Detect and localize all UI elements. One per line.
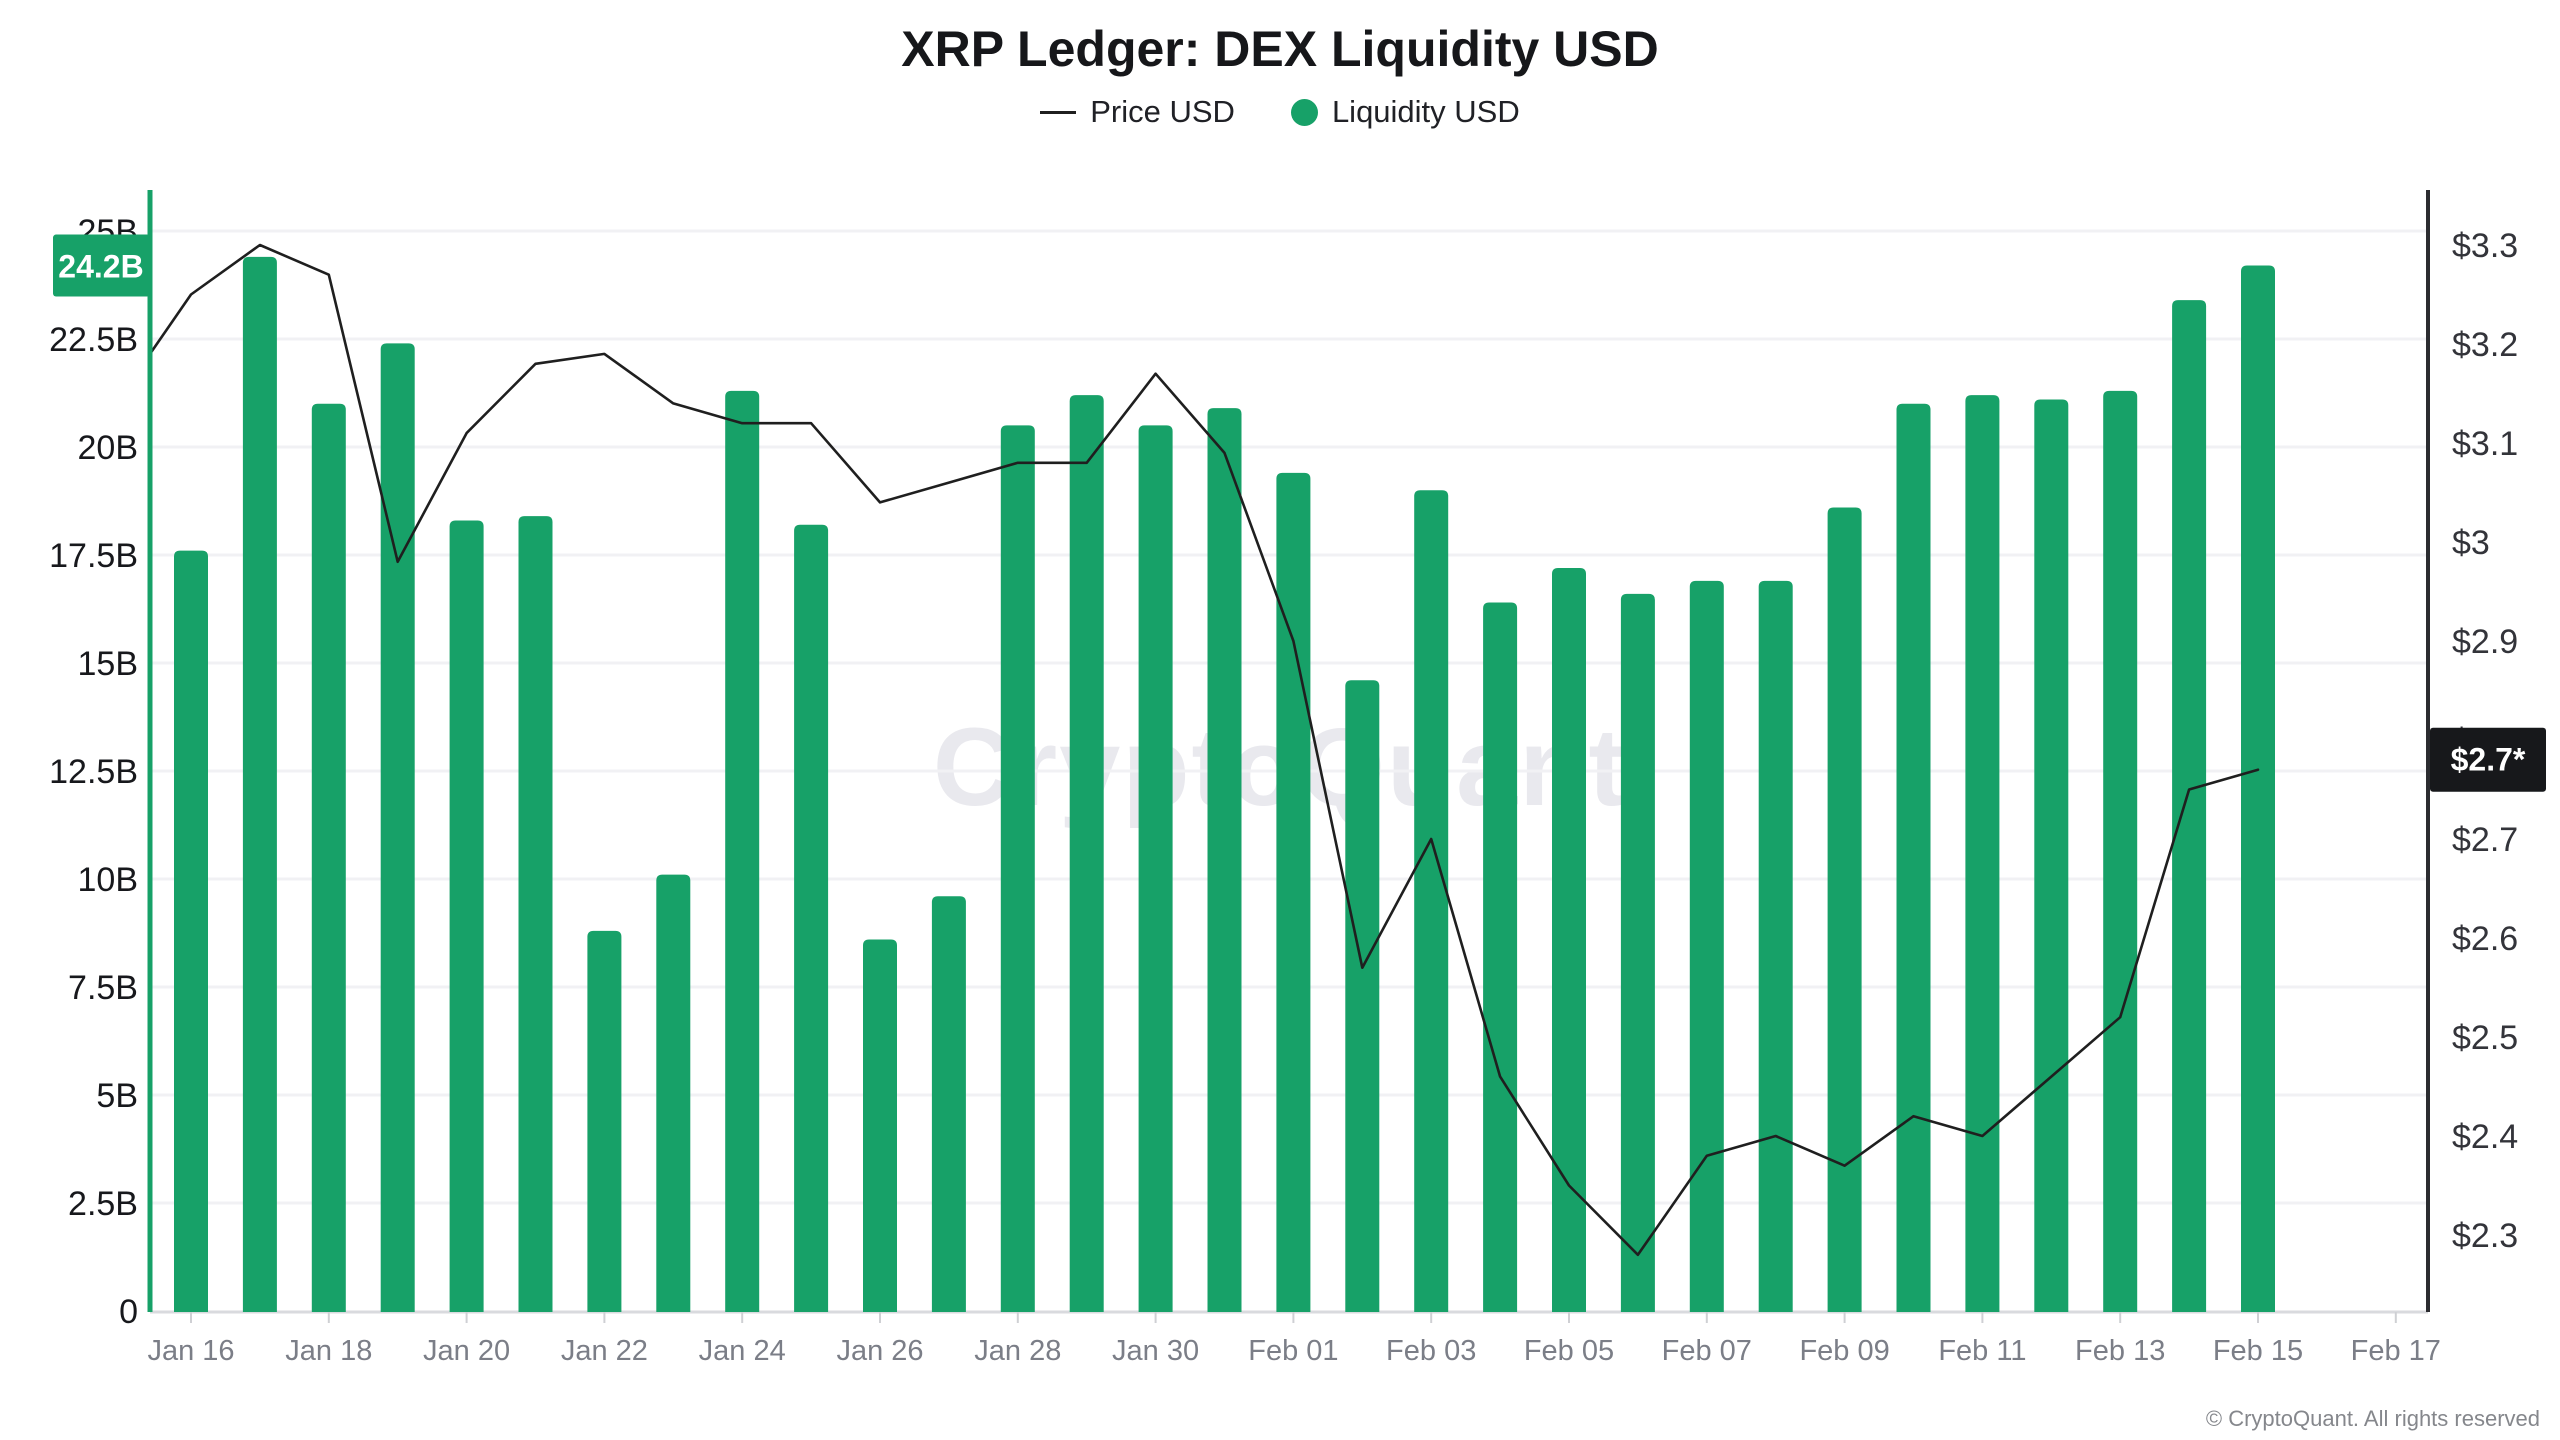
x-axis-label: Feb 11 <box>1938 1335 2026 1367</box>
price-badge-label: $2.7* <box>2451 742 2526 778</box>
bar[interactable] <box>1345 680 1380 1312</box>
liquidity-badge-label: 24.2B <box>58 249 143 285</box>
legend-label-liquidity: Liquidity USD <box>1331 94 1520 129</box>
left-axis-label: 17.5B <box>49 537 138 575</box>
left-axis-label: 22.5B <box>49 321 138 359</box>
legend-item-price[interactable]: Price USD <box>1040 94 1235 130</box>
bar[interactable] <box>1069 395 1104 1312</box>
bar[interactable] <box>2172 300 2207 1312</box>
bar[interactable] <box>794 524 829 1312</box>
liquidity-value-badge <box>53 234 150 297</box>
bar[interactable] <box>518 516 553 1312</box>
x-axis-label: Feb 13 <box>2075 1335 2165 1367</box>
left-axis-label: 7.5B <box>68 969 138 1007</box>
x-axis-label: Jan 30 <box>1112 1335 1199 1367</box>
x-axis-label: Jan 26 <box>836 1335 923 1367</box>
liquidity-bars <box>174 256 2275 1313</box>
right-axis-label: $2.9 <box>2452 623 2518 661</box>
bar[interactable] <box>863 939 897 1312</box>
x-axis-label: Jan 20 <box>423 1335 510 1367</box>
x-axis-label: Jan 28 <box>974 1335 1061 1367</box>
right-axis-label: $3.2 <box>2452 326 2518 364</box>
legend-label-price: Price USD <box>1090 94 1235 129</box>
left-axis-label: 5B <box>96 1077 138 1115</box>
left-axis-label: 12.5B <box>49 753 138 791</box>
right-axis-labels: $2.3$2.4$2.5$2.6$2.7$2.8$2.9$3$3.1$3.2$3… <box>2452 227 2518 1255</box>
bar[interactable] <box>1552 567 1586 1312</box>
right-axis-label: $3 <box>2452 524 2490 562</box>
right-axis-label: $3.3 <box>2452 227 2518 265</box>
bar[interactable] <box>1758 580 1793 1312</box>
bar[interactable] <box>380 343 415 1312</box>
bar[interactable] <box>174 550 208 1312</box>
x-axis-label: Jan 22 <box>561 1335 648 1367</box>
right-axis-label: $2.5 <box>2452 1019 2518 1057</box>
bar[interactable] <box>1414 490 1449 1312</box>
bar[interactable] <box>1827 507 1862 1313</box>
x-axis-label: Feb 03 <box>1386 1335 1476 1367</box>
legend-item-liquidity[interactable]: Liquidity USD <box>1290 94 1520 130</box>
bar[interactable] <box>449 520 484 1312</box>
right-axis-label: $2.7 <box>2452 821 2518 859</box>
x-axis-label: Jan 18 <box>285 1335 372 1367</box>
x-axis-label: Feb 17 <box>2351 1335 2441 1367</box>
left-axis-label: 10B <box>78 861 139 899</box>
bar[interactable] <box>1620 593 1655 1312</box>
legend: Price USD Liquidity USD <box>0 94 2560 130</box>
bar[interactable] <box>587 930 622 1312</box>
left-axis-label: 2.5B <box>68 1185 138 1223</box>
bar[interactable] <box>1483 602 1518 1312</box>
x-axis-label: Feb 09 <box>1799 1335 1889 1367</box>
right-axis-label: $2.4 <box>2452 1118 2518 1156</box>
left-axis-label: 0 <box>119 1293 138 1331</box>
bar[interactable] <box>931 896 966 1312</box>
price-line <box>148 243 2260 1257</box>
bar[interactable] <box>1207 408 1242 1312</box>
bar[interactable] <box>1276 472 1311 1312</box>
x-axis-label: Feb 05 <box>1524 1335 1614 1367</box>
price-value-badge <box>2430 727 2546 792</box>
right-axis-label: $3.1 <box>2452 425 2518 463</box>
right-axis-label: $2.6 <box>2452 920 2518 958</box>
bar[interactable] <box>2241 265 2275 1312</box>
bar[interactable] <box>242 256 277 1312</box>
right-axis-label: $2.3 <box>2452 1217 2518 1255</box>
price-line-swatch <box>1040 110 1077 114</box>
x-axis-label: Jan 24 <box>699 1335 786 1367</box>
chart-title: XRP Ledger: DEX Liquidity USD <box>901 21 1659 77</box>
bar[interactable] <box>311 403 346 1312</box>
x-axis-label: Feb 01 <box>1248 1335 1338 1367</box>
bar[interactable] <box>1138 425 1173 1312</box>
bar[interactable] <box>656 874 691 1312</box>
x-axis-label: Feb 15 <box>2213 1335 2303 1367</box>
x-axis-label: Jan 16 <box>147 1335 234 1367</box>
bar[interactable] <box>1965 395 2000 1312</box>
liquidity-dot-swatch <box>1290 98 1318 126</box>
x-axis-ticks <box>190 1312 2397 1323</box>
x-axis-label: Feb 07 <box>1662 1335 1752 1367</box>
left-axis-label: 20B <box>78 429 139 467</box>
bar[interactable] <box>1000 425 1035 1312</box>
bar[interactable] <box>2034 399 2069 1313</box>
bar[interactable] <box>1689 580 1724 1312</box>
x-axis-labels: Jan 16 Jan 18 Jan 20 Jan 22 Jan 24 Jan 26 Jan … <box>147 1335 2440 1367</box>
bar[interactable] <box>2103 390 2138 1313</box>
copyright-footer: © CryptoQuant. All rights reserved <box>2205 1406 2540 1431</box>
bar[interactable] <box>725 390 760 1313</box>
bar[interactable] <box>1896 403 1931 1312</box>
left-axis-label: 15B <box>78 645 139 683</box>
